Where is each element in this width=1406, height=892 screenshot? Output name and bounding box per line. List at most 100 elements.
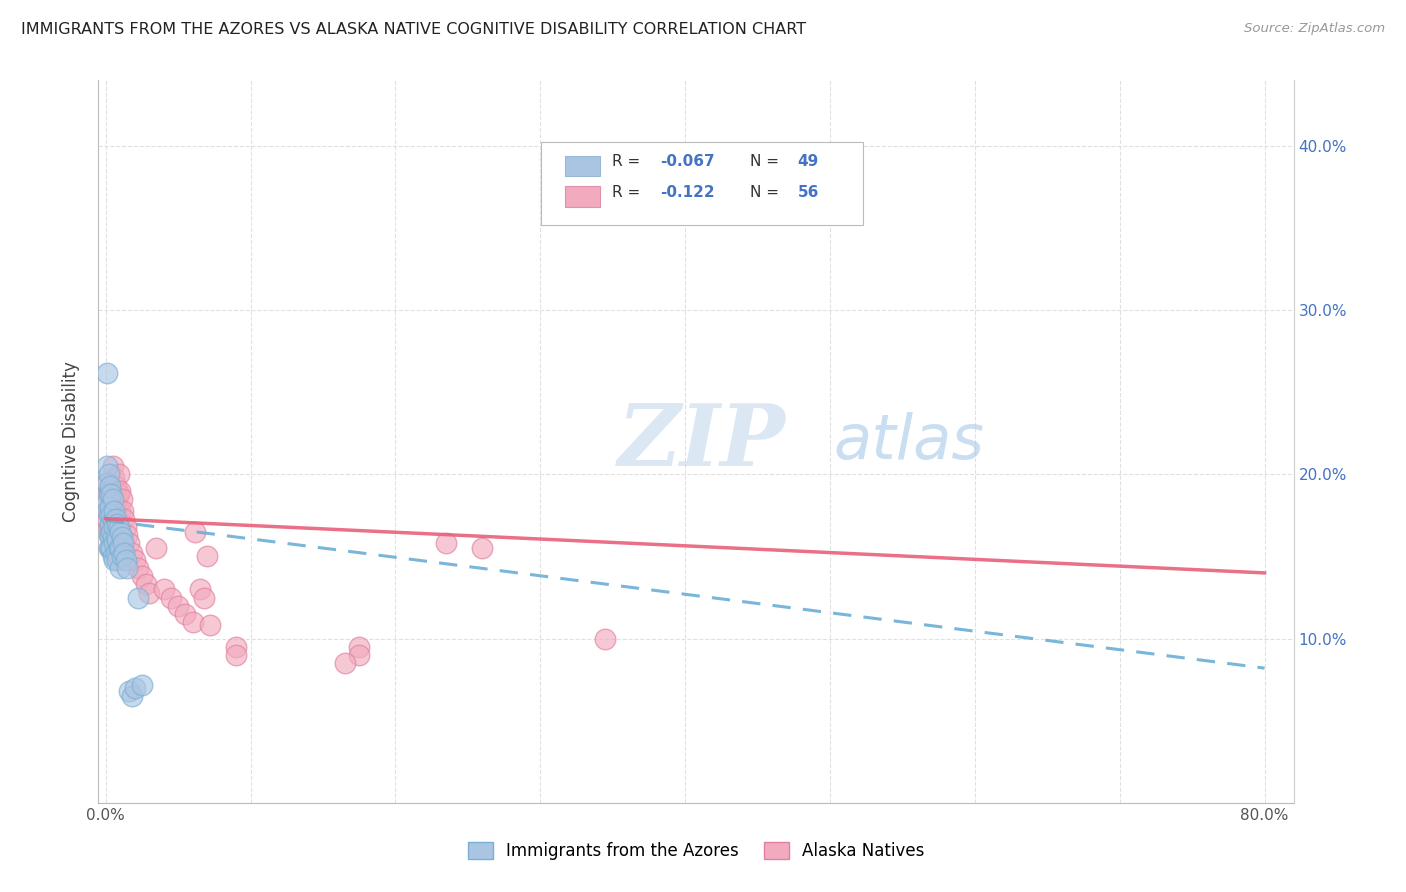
Point <box>97 541 120 556</box>
Point <box>115 553 138 567</box>
Point <box>127 591 149 605</box>
Point <box>98 479 121 493</box>
Point <box>108 483 131 498</box>
Point <box>105 491 128 506</box>
FancyBboxPatch shape <box>565 186 600 207</box>
Text: atlas: atlas <box>834 411 984 472</box>
Point <box>347 648 370 662</box>
Text: R =: R = <box>613 154 645 169</box>
Point <box>98 530 121 544</box>
Point <box>188 582 211 597</box>
Point <box>97 503 120 517</box>
Point <box>97 467 120 482</box>
Point <box>121 546 143 560</box>
Point <box>107 467 129 482</box>
Point <box>101 513 124 527</box>
Text: N =: N = <box>749 185 783 200</box>
Point <box>100 524 122 539</box>
Point <box>104 500 127 515</box>
Point <box>107 520 129 534</box>
Point <box>174 607 197 621</box>
Point <box>108 561 131 575</box>
Point <box>97 508 120 523</box>
Point <box>108 503 131 517</box>
Text: ZIP: ZIP <box>619 400 786 483</box>
Point <box>96 366 118 380</box>
Point <box>225 648 247 662</box>
Point <box>595 632 617 646</box>
Point <box>103 503 125 517</box>
Point <box>471 541 494 556</box>
Point <box>98 524 121 539</box>
Point <box>115 520 138 534</box>
Point <box>124 681 146 695</box>
Point <box>434 536 457 550</box>
Point <box>103 495 125 509</box>
Legend: Immigrants from the Azores, Alaska Natives: Immigrants from the Azores, Alaska Nativ… <box>461 835 931 867</box>
Point <box>127 561 149 575</box>
Point <box>100 508 122 523</box>
Point <box>96 503 118 517</box>
Point <box>104 546 127 560</box>
Point <box>110 530 132 544</box>
Point <box>103 553 125 567</box>
Point <box>96 512 118 526</box>
Point <box>105 553 128 567</box>
Point <box>100 487 122 501</box>
Point <box>101 524 124 539</box>
Text: -0.067: -0.067 <box>661 154 714 169</box>
Point <box>107 541 129 556</box>
Point <box>103 520 125 534</box>
Point <box>98 500 121 515</box>
Point <box>103 536 125 550</box>
Point <box>124 553 146 567</box>
Point <box>198 618 221 632</box>
Point <box>98 541 121 556</box>
Point <box>160 591 183 605</box>
Point <box>100 495 122 509</box>
Point <box>108 524 131 539</box>
Point <box>96 497 118 511</box>
Point <box>118 536 141 550</box>
Point <box>104 479 127 493</box>
Point <box>96 459 118 474</box>
Point <box>97 483 120 498</box>
Text: 49: 49 <box>797 154 818 169</box>
Point <box>225 640 247 654</box>
Point <box>112 536 135 550</box>
Point <box>114 512 136 526</box>
Point <box>131 569 153 583</box>
Point <box>131 677 153 691</box>
Point <box>110 491 132 506</box>
Point <box>101 530 124 544</box>
Point <box>117 528 139 542</box>
Point <box>135 577 157 591</box>
Point <box>96 495 118 509</box>
Point <box>195 549 218 564</box>
Text: R =: R = <box>613 185 651 200</box>
Point <box>97 528 120 542</box>
FancyBboxPatch shape <box>565 156 600 177</box>
Text: Source: ZipAtlas.com: Source: ZipAtlas.com <box>1244 22 1385 36</box>
Point <box>112 503 135 517</box>
Point <box>98 508 121 523</box>
Point <box>105 516 128 531</box>
Point <box>114 546 136 560</box>
Point <box>118 684 141 698</box>
Point <box>152 582 174 597</box>
Point <box>104 530 127 544</box>
Point <box>96 475 118 490</box>
Point <box>100 516 122 531</box>
Point <box>98 516 121 531</box>
Point <box>101 491 124 506</box>
Point <box>110 549 132 564</box>
Point <box>101 508 124 523</box>
Point <box>107 487 129 501</box>
Point <box>181 615 204 630</box>
Point <box>101 549 124 564</box>
Point <box>100 530 122 544</box>
Point <box>167 599 190 613</box>
Point <box>193 591 215 605</box>
Text: N =: N = <box>749 154 783 169</box>
Point <box>105 533 128 547</box>
